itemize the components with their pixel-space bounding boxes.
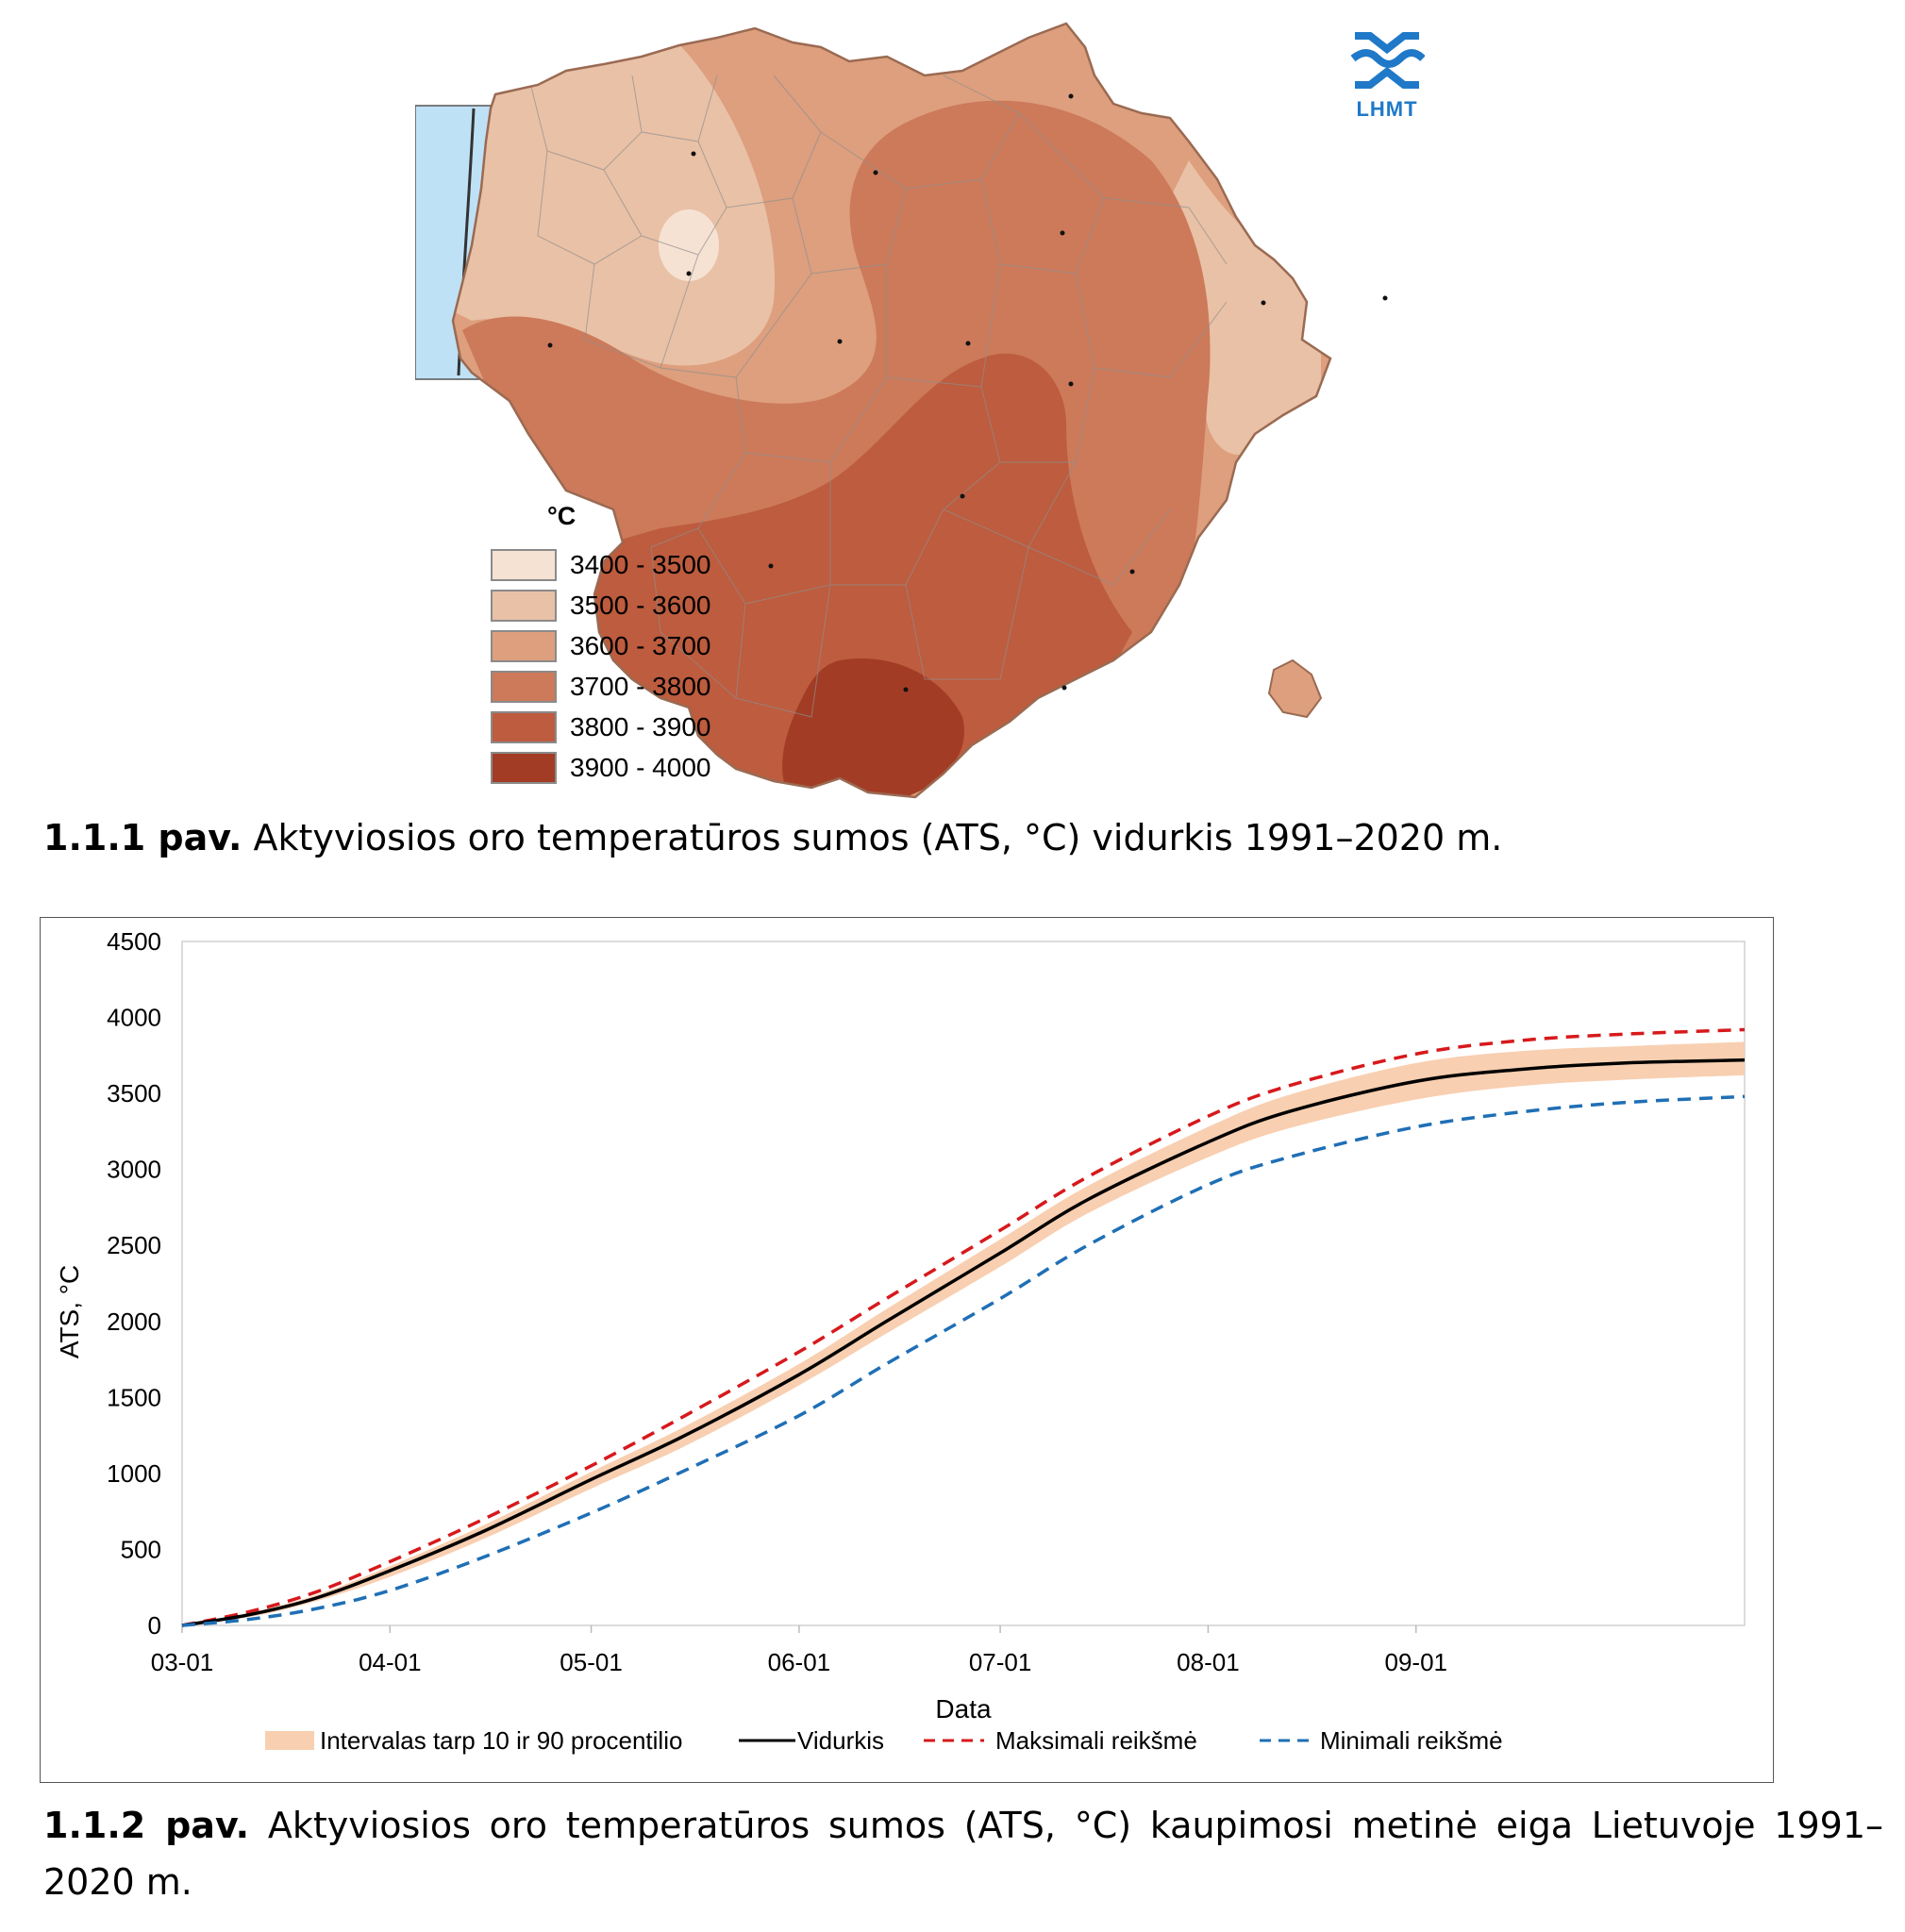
- legend-swatch: [491, 710, 557, 743]
- x-tick-label: 07-01: [969, 1648, 1032, 1676]
- y-tick-label: 3500: [107, 1079, 161, 1108]
- legend-label: 3600 - 3700: [570, 630, 711, 660]
- y-tick-label: 500: [121, 1535, 161, 1563]
- y-tick-label: 4000: [107, 1004, 161, 1032]
- lhmt-logo: LHMT: [1340, 26, 1434, 122]
- legend-band-label: Intervalas tarp 10 ir 90 procentilio: [320, 1726, 682, 1755]
- legend-label: 3500 - 3600: [570, 590, 711, 620]
- ats-chart-frame: 0 500 1000 1500 2000 2500 3000 3500 4000 4500 03-…: [40, 917, 1774, 1783]
- x-tick-label: 06-01: [768, 1648, 831, 1676]
- legend-min-label: Minimali reikšmė: [1320, 1726, 1503, 1755]
- x-tick-label: 08-01: [1177, 1648, 1240, 1676]
- legend-item: 3800 - 3900: [491, 707, 710, 747]
- legend-swatch: [491, 751, 557, 784]
- station-dots: [547, 93, 1388, 692]
- caption-text: Aktyviosios oro temperatūros sumos (ATS,…: [43, 1805, 1883, 1903]
- legend-label: 3900 - 4000: [570, 752, 711, 782]
- caption-number: 1.1.2 pav.: [43, 1805, 250, 1846]
- plot-area: [181, 941, 1746, 1626]
- legend-max-label: Maksimali reikšmė: [995, 1726, 1197, 1755]
- figure-caption-1: 1.1.1 pav. Aktyviosios oro temperatūros …: [43, 809, 1874, 866]
- x-axis-label: Data: [935, 1694, 992, 1724]
- legend-band-swatch: [265, 1731, 314, 1750]
- map-legend: °C 3400 - 3500 3500 - 3600 3600 - 3700 3…: [491, 502, 710, 788]
- legend-swatch: [491, 670, 557, 703]
- zone-3400-3500: [659, 209, 719, 281]
- legend-label: 3800 - 3900: [570, 711, 711, 741]
- legend-item: 3400 - 3500: [491, 544, 710, 585]
- ats-accumulation-chart: 0 500 1000 1500 2000 2500 3000 3500 4000 4500 03-…: [55, 927, 1746, 1755]
- series-line-vidurkis: [181, 1058, 1746, 1627]
- legend-item: 3600 - 3700: [491, 625, 710, 666]
- ats-map-figure: °C 3400 - 3500 3500 - 3600 3600 - 3700 3…: [415, 19, 1500, 802]
- legend-label: 3400 - 3500: [570, 549, 711, 579]
- y-axis-label: ATS, °C: [55, 1265, 84, 1358]
- series-line-maksimali: [181, 1027, 1746, 1627]
- x-tick-label: 03-01: [151, 1648, 214, 1676]
- chart-legend: Intervalas tarp 10 ir 90 procentilio Vid…: [265, 1726, 1503, 1755]
- x-tick-label: 05-01: [560, 1648, 623, 1676]
- y-tick-label: 0: [148, 1611, 161, 1640]
- legend-unit-label: °C: [547, 502, 577, 530]
- x-tick-label: 04-01: [359, 1648, 422, 1676]
- caption-text: Aktyviosios oro temperatūros sumos (ATS,…: [253, 817, 1503, 858]
- zone-3900-4000: [782, 658, 964, 797]
- y-tick-label: 2000: [107, 1307, 161, 1336]
- legend-swatch: [491, 629, 557, 662]
- zone-3500-3600-east: [1170, 160, 1321, 455]
- legend-swatch: [491, 548, 557, 581]
- figure-caption-2: 1.1.2 pav. Aktyviosios oro temperatūros …: [43, 1797, 1883, 1910]
- series-line-minimali: [181, 1094, 1746, 1627]
- ats-zones: [453, 24, 1330, 797]
- lithuania-ats-map: [415, 22, 1388, 799]
- y-tick-label: 1000: [107, 1459, 161, 1488]
- legend-swatch: [491, 589, 557, 622]
- east-appendix: [1267, 658, 1323, 719]
- x-tick-label: 09-01: [1384, 1648, 1447, 1676]
- caption-number: 1.1.1 pav.: [43, 817, 242, 858]
- legend-item: 3700 - 3800: [491, 666, 710, 707]
- series-lines: [181, 1027, 1746, 1627]
- district-borders: [527, 75, 1228, 718]
- legend-item: 3500 - 3600: [491, 585, 710, 625]
- country-border: [451, 22, 1332, 799]
- percentile-band: [182, 1041, 1745, 1625]
- y-tick-label: 3000: [107, 1156, 161, 1184]
- lhmt-logo-icon: [1350, 32, 1426, 89]
- logo-text: LHMT: [1356, 97, 1418, 121]
- legend-mean-label: Vidurkis: [797, 1726, 884, 1755]
- legend-item: 3900 - 4000: [491, 747, 710, 788]
- y-tick-label: 1500: [107, 1383, 161, 1411]
- x-axis: 03-01 04-01 05-01 06-01 07-01 08-01 09-01: [151, 1625, 1447, 1676]
- y-tick-label: 2500: [107, 1231, 161, 1259]
- y-tick-label: 4500: [107, 927, 161, 956]
- legend-label: 3700 - 3800: [570, 671, 711, 701]
- y-axis: 0 500 1000 1500 2000 2500 3000 3500 4000 4500: [107, 927, 161, 1640]
